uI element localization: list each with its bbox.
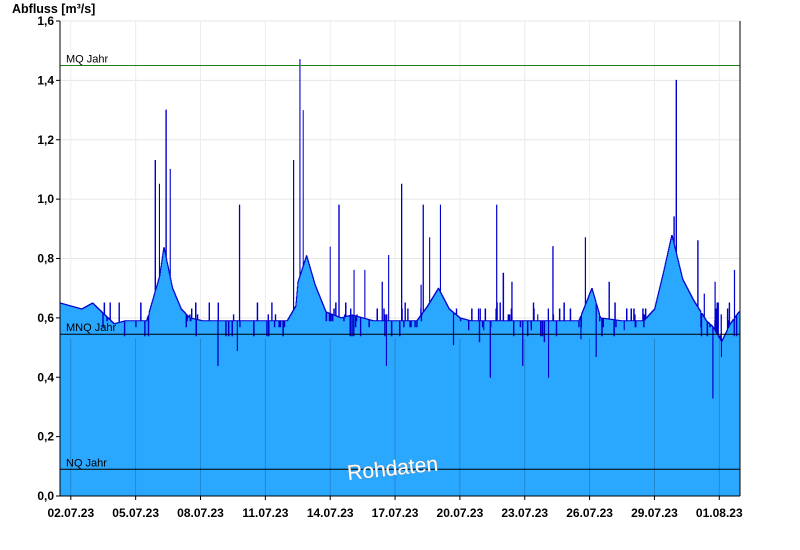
plot-area (60, 59, 740, 496)
x-tick-label: 05.07.23 (112, 506, 159, 520)
reference-line-label: NQ Jahr (66, 457, 107, 469)
x-tick-label: 01.08.23 (696, 506, 743, 520)
y-tick-label: 1,6 (37, 14, 54, 28)
x-ticks: 02.07.23 05.07.23 08.07.23 11.07.23 14.07.23… (47, 496, 743, 520)
reference-line-label: MNQ Jahr (66, 322, 116, 334)
y-tick-label: 0,6 (37, 311, 54, 325)
discharge-line (60, 59, 740, 399)
y-tick-label: 1,2 (37, 133, 54, 147)
y-ticks: 0,0 0,2 0,4 0,6 0,8 1,0 1,2 1,4 1,6 (37, 14, 60, 503)
y-tick-label: 0,0 (37, 489, 54, 503)
x-tick-label: 02.07.23 (47, 506, 94, 520)
y-tick-label: 1,4 (37, 73, 54, 87)
x-tick-label: 20.07.23 (437, 506, 484, 520)
x-tick-label: 08.07.23 (177, 506, 224, 520)
y-axis-label: Abfluss [m³/s] (12, 2, 96, 16)
y-tick-label: 0,4 (37, 370, 54, 384)
reference-line-label: MQ Jahr (66, 54, 109, 66)
x-tick-label: 11.07.23 (242, 506, 288, 520)
discharge-area (60, 59, 740, 496)
y-tick-label: 0,2 (37, 430, 54, 444)
y-tick-label: 0,8 (37, 252, 54, 266)
x-tick-label: 23.07.23 (501, 506, 548, 520)
x-tick-label: 17.07.23 (372, 506, 419, 520)
x-tick-label: 29.07.23 (631, 506, 678, 520)
x-tick-label: 26.07.23 (566, 506, 613, 520)
reference-lines: MQ Jahr MNQ Jahr NQ Jahr (60, 54, 740, 470)
x-tick-label: 14.07.23 (307, 506, 354, 520)
y-tick-label: 1,0 (37, 192, 54, 206)
